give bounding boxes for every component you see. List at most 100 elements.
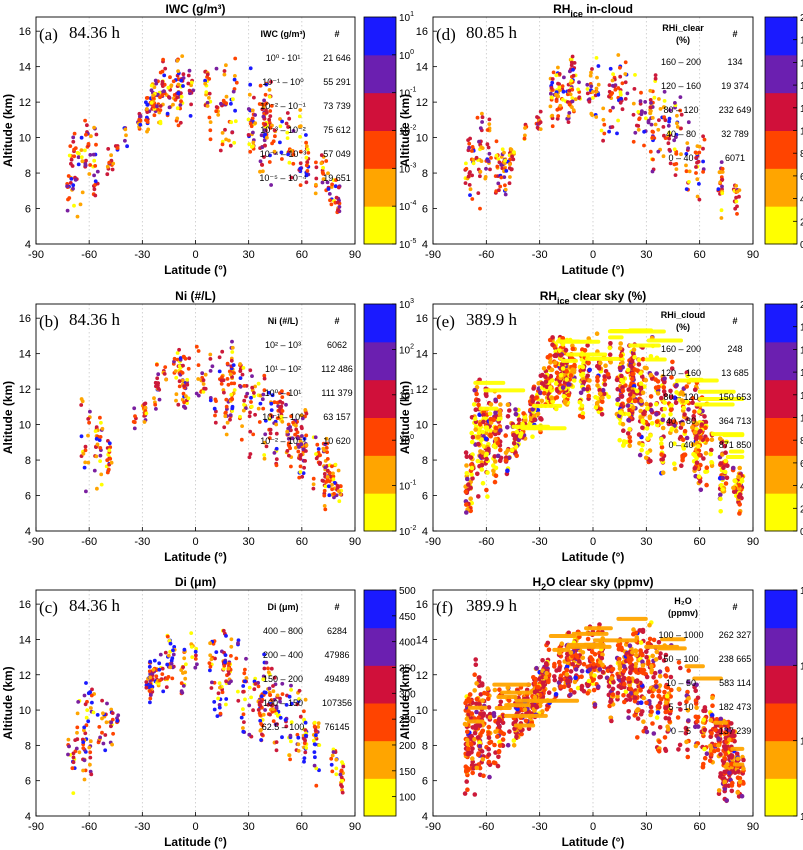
data-point	[676, 747, 681, 752]
data-point	[736, 474, 742, 480]
data-point	[468, 455, 474, 460]
data-point	[324, 446, 329, 450]
data-point	[330, 769, 335, 774]
data-point	[248, 149, 253, 154]
data-point	[228, 372, 233, 377]
data-point	[278, 117, 282, 121]
data-point	[684, 384, 689, 389]
data-point	[312, 720, 317, 725]
data-point	[718, 496, 723, 502]
data-point	[486, 735, 492, 740]
data-point	[480, 713, 486, 718]
data-point	[289, 683, 293, 688]
data-point	[84, 132, 88, 137]
y-tick-label: 6	[422, 491, 428, 503]
data-point	[305, 147, 310, 152]
data-point	[216, 691, 221, 696]
data-point	[710, 695, 715, 701]
data-point	[694, 460, 700, 466]
data-point	[556, 81, 560, 86]
data-point	[638, 381, 644, 386]
colorbar-tick-exponent: -3	[410, 162, 416, 169]
data-point	[269, 80, 273, 84]
data-point	[658, 107, 663, 111]
data-point	[87, 745, 92, 750]
data-point	[674, 383, 679, 388]
colorbar-tick-label: 200	[399, 741, 416, 752]
data-point	[545, 354, 551, 360]
data-point	[474, 681, 479, 686]
data-point	[620, 81, 625, 86]
data-point	[298, 161, 303, 166]
data-point	[229, 637, 234, 642]
data-point	[508, 162, 512, 167]
data-point	[218, 685, 222, 690]
data-point	[557, 72, 562, 76]
data-point	[558, 352, 564, 358]
data-point	[314, 733, 318, 738]
data-point	[495, 453, 501, 459]
data-point	[175, 106, 180, 111]
data-point	[483, 425, 489, 431]
data-point	[632, 367, 638, 372]
data-point	[230, 339, 234, 344]
data-point	[162, 372, 167, 376]
data-point	[599, 128, 604, 133]
data-point	[674, 167, 679, 172]
data-point	[298, 108, 303, 112]
data-point	[222, 69, 227, 73]
data-point	[541, 366, 547, 371]
data-point	[193, 649, 198, 654]
data-point	[208, 352, 213, 357]
data-point	[260, 732, 264, 737]
data-point	[731, 485, 736, 491]
data-point	[504, 169, 509, 173]
data-point	[177, 379, 182, 384]
data-point	[226, 666, 231, 671]
time-label: 84.36 h	[69, 310, 121, 329]
data-point	[474, 391, 479, 397]
data-point	[615, 643, 621, 648]
data-point	[720, 487, 725, 492]
data-point	[272, 149, 277, 154]
data-point	[468, 136, 472, 141]
x-tick-label: 0	[192, 249, 198, 261]
y-tick-label: 4	[422, 526, 428, 538]
panel-label: (c)	[39, 598, 58, 617]
table-count: 57 049	[323, 149, 351, 159]
data-point	[621, 428, 626, 434]
x-tick-label: 60	[694, 536, 706, 548]
colorbar-bin	[364, 703, 396, 742]
data-point	[165, 111, 170, 116]
data-point	[554, 668, 559, 673]
data-point	[88, 750, 93, 755]
data-point	[89, 693, 94, 698]
data-point	[476, 398, 481, 403]
data-point	[109, 460, 114, 465]
data-point	[149, 88, 154, 93]
data-point	[645, 406, 650, 411]
data-point	[248, 368, 253, 373]
data-point	[616, 674, 621, 680]
data-point	[336, 185, 341, 190]
chart-title-main: RH	[540, 289, 557, 303]
data-point	[719, 208, 724, 213]
data-point	[603, 363, 608, 369]
data-point	[636, 432, 642, 437]
data-point	[98, 453, 103, 458]
data-point	[210, 680, 214, 685]
data-point	[615, 690, 621, 696]
data-point	[233, 119, 238, 124]
data-point	[476, 402, 481, 408]
data-point	[106, 467, 111, 472]
data-point	[660, 457, 665, 462]
data-point	[264, 82, 269, 87]
data-point	[638, 99, 643, 104]
data-point	[598, 659, 603, 665]
colorbar-tick-exponent: -2	[410, 125, 416, 132]
data-point	[264, 660, 269, 665]
data-point	[262, 102, 267, 107]
data-point	[263, 132, 267, 137]
data-point	[193, 657, 198, 661]
